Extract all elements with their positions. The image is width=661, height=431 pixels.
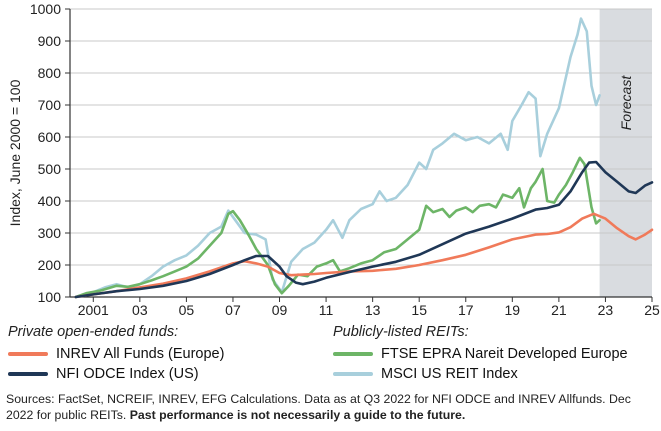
x-tick-11: 11: [319, 302, 334, 318]
series-nfi-odce-index-us: [74, 160, 654, 299]
legend-swatch-msci: [333, 372, 373, 376]
legend-swatch-ftse: [333, 352, 373, 356]
series-lines: [74, 17, 654, 299]
y-axis-label: Index, June 2000 = 100: [7, 79, 23, 226]
x-tick-17: 17: [458, 302, 474, 318]
x-tick-25: 25: [644, 302, 660, 318]
legend-label-msci: MSCI US REIT Index: [381, 366, 518, 382]
legend-swatch-inrev: [8, 352, 48, 356]
legend-group-public: Publicly-listed REITs:: [333, 324, 469, 340]
x-tick-21: 21: [551, 302, 567, 318]
y-tick-100: 100: [38, 289, 62, 305]
x-tick-09: 09: [272, 302, 288, 318]
x-tick-labels: 2001 03 05 07 09 11 13 15 17 19 21 23 25: [78, 302, 660, 318]
y-tick-1000: 1000: [30, 1, 61, 17]
y-tick-500: 500: [38, 161, 62, 177]
axes: [65, 8, 653, 302]
gridlines: [70, 8, 652, 266]
x-tick-19: 19: [505, 302, 521, 318]
x-tick-2001: 2001: [78, 302, 109, 318]
legend-label-inrev: INREV All Funds (Europe): [56, 346, 225, 362]
series-ftse-epra-nareit-developed-europe: [74, 156, 601, 299]
x-tick-15: 15: [411, 302, 427, 318]
legend-label-ftse: FTSE EPRA Nareit Developed Europe: [381, 346, 628, 362]
legend-item-inrev: INREV All Funds (Europe): [8, 346, 224, 362]
forecast-label: Forecast: [618, 75, 634, 131]
y-tick-300: 300: [38, 225, 62, 241]
x-tick-07: 07: [225, 302, 241, 318]
y-tick-900: 900: [38, 33, 62, 49]
y-tick-200: 200: [38, 257, 62, 273]
y-tick-700: 700: [38, 97, 62, 113]
legend-swatch-nfi: [8, 372, 48, 376]
sources-text: Sources: FactSet, NCREIF, INREV, EFG Cal…: [6, 392, 631, 422]
sources-note: Sources: FactSet, NCREIF, INREV, EFG Cal…: [6, 391, 656, 423]
series-msci-us-reit-index: [74, 17, 601, 299]
legend-item-ftse: FTSE EPRA Nareit Developed Europe: [333, 346, 628, 362]
series-inrev-all-funds-europe: [74, 212, 654, 299]
x-tick-05: 05: [179, 302, 195, 318]
forecast-band: [599, 9, 652, 297]
x-tick-03: 03: [132, 302, 148, 318]
legend-item-msci: MSCI US REIT Index: [333, 366, 518, 382]
disclaimer-text: Past performance is not necessarily a gu…: [129, 408, 466, 422]
y-tick-labels: 100 200 300 400 500 600 700 800 900 1000: [30, 1, 61, 305]
y-tick-800: 800: [38, 65, 62, 81]
legend-group-private: Private open-ended funds:: [8, 324, 179, 340]
legend-item-nfi: NFI ODCE Index (US): [8, 366, 199, 382]
y-tick-400: 400: [38, 193, 62, 209]
x-tick-13: 13: [365, 302, 381, 318]
x-tick-23: 23: [598, 302, 614, 318]
legend: Private open-ended funds: Publicly-liste…: [0, 320, 661, 390]
y-tick-600: 600: [38, 129, 62, 145]
line-chart: 100 200 300 400 500 600 700 800 900 1000 2001 03 05…: [7, 1, 660, 318]
legend-label-nfi: NFI ODCE Index (US): [56, 366, 199, 382]
